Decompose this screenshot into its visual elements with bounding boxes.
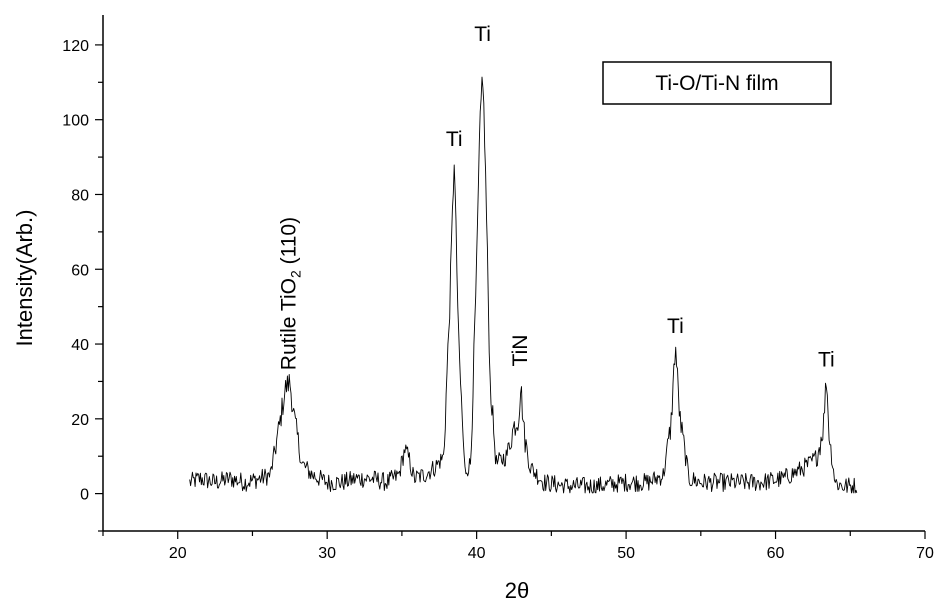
x-tick-label: 50 [617,545,635,562]
y-tick-label: 80 [71,187,89,204]
intensity-series-line [189,76,858,494]
annotation-text: Ti [667,315,684,338]
annotation-text: Ti [818,348,835,371]
peak-annotation: Rutile TiO2 (110) [277,217,303,370]
annotation-subscript: 2 [287,270,303,278]
y-tick-label: 40 [71,337,89,354]
y-tick-label: 100 [62,113,89,130]
y-axis-title: Intensity(Arb.) [12,210,37,347]
y-tick-label: 0 [80,487,89,504]
legend-box: Ti-O/Ti-N film [602,61,832,105]
peak-annotation: Ti [446,128,463,151]
legend-frame [602,61,832,105]
x-tick-label: 60 [767,545,785,562]
annotation-text: TiN [509,335,532,367]
y-tick-label: 60 [71,262,89,279]
annotation-text: Ti [446,128,463,151]
peak-annotations: Rutile TiO2 (110) Ti Ti TiN Ti Ti [277,23,834,371]
y-tick-label: 120 [62,38,89,55]
peak-annotation: Ti [818,348,835,371]
annotation-text: Ti [474,23,491,46]
y-ticks: 0 20 40 60 80 100 120 [62,38,103,532]
x-tick-label: 40 [468,545,486,562]
x-tick-label: 20 [169,545,187,562]
peak-annotation: Ti [667,315,684,338]
legend-text: Ti-O/Ti-N film [655,72,778,95]
peak-annotation: Ti [474,23,491,46]
x-tick-label: 70 [916,545,934,562]
peak-annotation: TiN [509,335,532,367]
x-ticks: 20 30 40 50 60 70 [102,531,934,562]
y-tick-label: 20 [71,412,89,429]
x-tick-label: 30 [318,545,336,562]
annotation-text: Rutile TiO [277,278,300,370]
annotation-suffix: (110) [277,217,300,270]
x-axis-title: 2θ [505,578,529,603]
